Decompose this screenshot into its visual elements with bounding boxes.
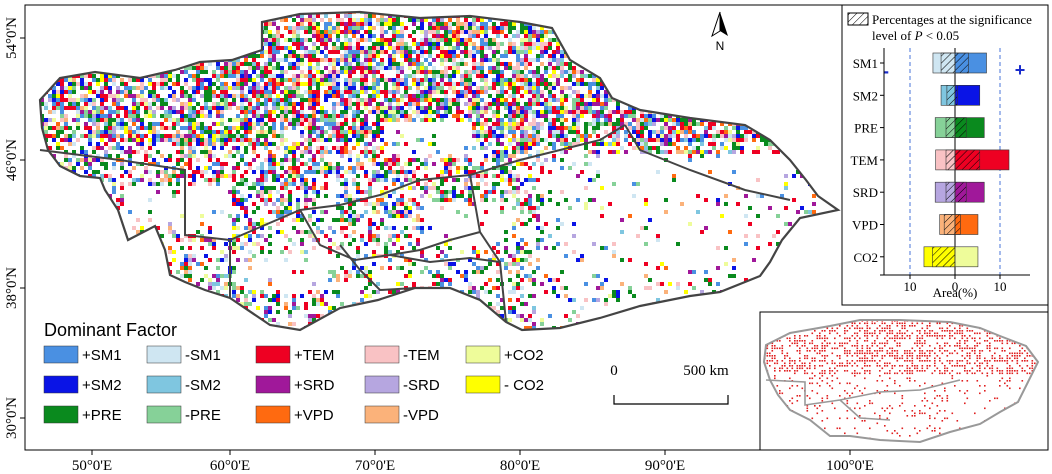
legend-swatch-5 <box>43 375 79 394</box>
legend-label-4: +CO2 <box>504 347 544 364</box>
hatch-legend-swatch <box>847 12 869 26</box>
lon-tick-50: 50°0'E <box>72 458 112 474</box>
lat-tick-30: 30°0'N <box>4 397 20 439</box>
bar-sig-negative-srd <box>945 181 956 203</box>
legend-swatch-2 <box>255 345 291 364</box>
hatch-legend-line1: Percentages at the significance <box>872 12 1032 27</box>
north-arrow-icon: N <box>711 11 728 53</box>
legend-swatch-11 <box>146 405 182 424</box>
legend-swatch-7 <box>255 375 291 394</box>
scale-end: 500 km <box>683 363 729 379</box>
bar-sig-negative-sm2 <box>946 85 956 106</box>
bar-category-co2: CO2 <box>853 250 878 265</box>
hatch-legend-line2: level of P < 0.05 <box>872 28 959 43</box>
lat-tick-46: 46°0'N <box>4 139 20 181</box>
bar-sig-negative-sm1 <box>940 52 956 74</box>
bar-category-pre: PRE <box>854 121 878 136</box>
area-bar-chart: Percentages at the significance level of… <box>841 4 1049 306</box>
legend-label-6: -SM2 <box>185 377 221 394</box>
scale-bar: 0 500 km <box>610 363 729 405</box>
legend-swatch-12 <box>255 405 291 424</box>
dominant-factor-legend: Dominant Factor +SM1 -SM1 +TEM -TEM +CO2 +SM2… <box>43 320 544 424</box>
legend-swatch-13 <box>364 405 400 424</box>
legend-label-11: -PRE <box>185 407 221 424</box>
bar-sig-negative-co2 <box>932 246 956 268</box>
bar-chart-tick-label-1: 0 <box>952 279 959 294</box>
central-asia-map <box>38 10 841 332</box>
legend-swatch-0 <box>43 345 79 364</box>
bar-sig-positive-sm1 <box>954 52 969 74</box>
bar-sig-negative-tem <box>945 149 956 171</box>
lat-tick-38: 38°0'N <box>4 267 20 309</box>
minus-sign: - <box>883 61 889 81</box>
legend-label-2: +TEM <box>294 347 334 364</box>
bar-chart-xlabel: Area(%) <box>933 285 978 300</box>
bar-category-tem: TEM <box>851 153 879 168</box>
legend-label-9: - CO2 <box>504 377 544 394</box>
legend-label-7: +SRD <box>294 377 335 394</box>
legend-label-12: +VPD <box>294 407 334 424</box>
bar-sig-positive-pre <box>954 117 967 138</box>
bar-category-sm2: SM2 <box>853 88 878 103</box>
lon-tick-100: 100°0'E <box>826 458 874 474</box>
scale-start: 0 <box>610 363 618 379</box>
overview-inset-map <box>759 311 1049 451</box>
bar-positive-co2 <box>954 246 979 268</box>
lon-tick-70: 70°0'E <box>355 458 395 474</box>
lon-tick-90: 90°0'E <box>645 458 685 474</box>
bar-sig-positive-srd <box>954 181 967 203</box>
legend-swatch-6 <box>146 375 182 394</box>
latitude-axis: 54°0'N 46°0'N 38°0'N 30°0'N <box>4 17 25 439</box>
plus-sign: + <box>1015 60 1026 80</box>
legend-label-10: +PRE <box>82 407 122 424</box>
bar-sig-positive-vpd <box>954 214 961 235</box>
bar-sig-positive-sm2 <box>954 85 958 106</box>
bar-chart-tick-label-0: 10 <box>904 279 917 294</box>
legend-label-1: -SM1 <box>185 347 221 364</box>
longitude-axis: 50°0'E 60°0'E 70°0'E 80°0'E 90°0'E 100°0… <box>72 450 874 474</box>
legend-label-8: -SRD <box>403 377 440 394</box>
legend-label-3: -TEM <box>403 347 440 364</box>
legend-title: Dominant Factor <box>44 320 177 340</box>
legend-swatch-1 <box>146 345 182 364</box>
bar-positive-sm2 <box>954 85 981 106</box>
bar-chart-tick-label-2: 10 <box>994 279 1007 294</box>
legend-swatch-10 <box>43 405 79 424</box>
bar-category-vpd: VPD <box>852 218 878 233</box>
lat-tick-54: 54°0'N <box>4 17 20 59</box>
bar-sig-negative-vpd <box>943 214 956 235</box>
legend-label-0: +SM1 <box>82 347 122 364</box>
legend-swatch-9 <box>465 375 501 394</box>
legend-swatch-8 <box>364 375 400 394</box>
bar-category-sm1: SM1 <box>853 56 878 71</box>
legend-label-5: +SM2 <box>82 377 122 394</box>
legend-swatch-4 <box>465 345 501 364</box>
legend-label-13: -VPD <box>403 407 439 424</box>
north-label: N <box>716 39 725 53</box>
lon-tick-60: 60°0'E <box>210 458 250 474</box>
legend-swatch-3 <box>364 345 400 364</box>
bar-sig-negative-pre <box>945 117 956 138</box>
bar-category-srd: SRD <box>853 185 878 200</box>
lon-tick-80: 80°0'E <box>500 458 540 474</box>
bar-sig-positive-tem <box>954 149 981 171</box>
